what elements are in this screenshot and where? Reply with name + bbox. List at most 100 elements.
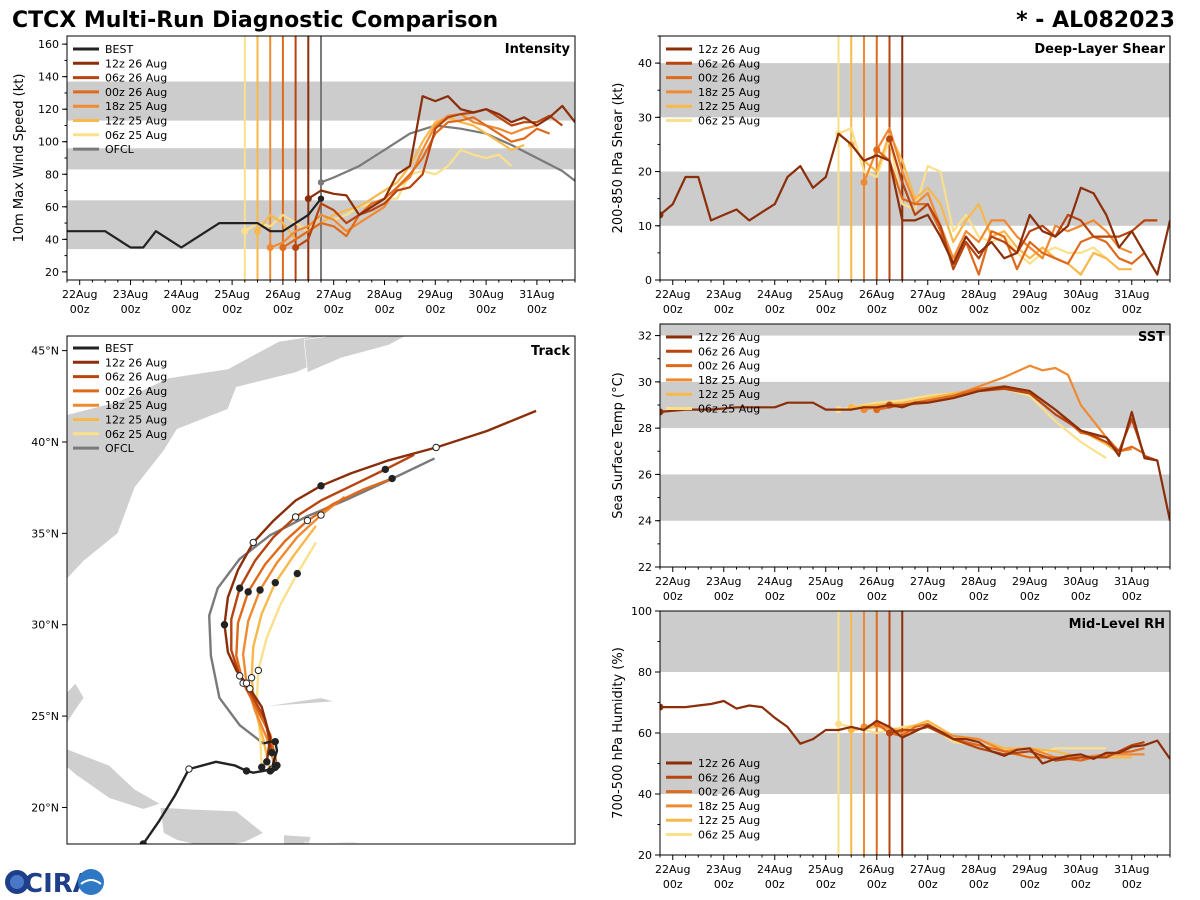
sst-xtick-label-line: 00z [1071, 590, 1091, 603]
sst-xtick-label: 27Aug 00z [910, 575, 945, 603]
track-position-marker [268, 748, 276, 757]
sst-xtick-label-line: 23Aug [706, 575, 741, 588]
shear-xtick-label-line: 25Aug [808, 288, 843, 301]
intensity-xtick-label: 31Aug 00z [519, 288, 554, 316]
shear-xtick-label-line: 28Aug [961, 288, 996, 301]
shear-xtick-label-line: 24Aug [757, 288, 792, 301]
intensity-xtick-label-line: 00z [70, 303, 90, 316]
rh-xtick-label: 27Aug 00z [910, 863, 945, 891]
intensity-xtick-label: 27Aug 00z [316, 288, 351, 316]
intensity-xtick-label-line: 00z [425, 303, 445, 316]
shear-series-start-00z-26-aug [873, 146, 881, 154]
intensity-series-00z-26-aug [282, 116, 550, 249]
intensity-xtick-label-line: 24Aug [164, 288, 199, 301]
sst-xtick-label-line: 00z [918, 590, 938, 603]
track-map-area [67, 336, 575, 844]
rh-ylabel: 700-500 hPa Humidity (%) [611, 647, 626, 819]
intensity-ytick-label: 40 [45, 233, 59, 246]
rh-legend-label: 12z 25 Aug [698, 814, 760, 827]
intensity-series-best [67, 198, 322, 249]
track-land [67, 336, 390, 580]
track-series-ofcl [207, 457, 436, 745]
track-position-marker [185, 765, 193, 773]
track-legend-label: 12z 25 Aug [105, 414, 167, 427]
intensity-xtick-label: 24Aug 00z [164, 288, 199, 316]
track-position-marker [242, 679, 251, 687]
shear-series-start-12z-26-aug [660, 211, 664, 219]
rh-xtick-label-line: 00z [867, 878, 887, 891]
track-land [159, 807, 264, 844]
intensity-xtick-label-line: 28Aug [367, 288, 402, 301]
track-land [259, 697, 335, 708]
track-position-marker [317, 482, 325, 490]
sst-legend-label: 12z 25 Aug [698, 388, 760, 401]
sst-xtick-label-line: 26Aug [859, 575, 894, 588]
shear-legend-label: 06z 25 Aug [698, 115, 760, 128]
intensity-series-start-12z-25-aug [254, 227, 261, 235]
track-position-marker [317, 511, 325, 519]
track-position-marker [246, 684, 254, 693]
track-position-marker [256, 586, 264, 594]
track-position-marker [303, 516, 312, 525]
page-title: CTCX Multi-Run Diagnostic Comparison [12, 8, 498, 33]
intensity-legend-label: 12z 26 Aug [105, 57, 167, 70]
sst-band [660, 381, 1170, 429]
shear-ytick-label: 40 [638, 57, 652, 70]
track-frame [66, 335, 576, 845]
track-position-marker [388, 474, 396, 483]
shear-xtick-label-line: 29Aug [1012, 288, 1047, 301]
rh-ytick-label: 20 [638, 849, 652, 862]
shear-ylabel: 200-850 hPa Shear (kt) [611, 83, 626, 234]
shear-xtick-label: 27Aug 00z [910, 288, 945, 316]
intensity-ylabel: 10m Max Wind Speed (kt) [12, 74, 27, 243]
shear-xtick-label-line: 27Aug [910, 288, 945, 301]
track-position-marker [247, 674, 256, 682]
sst-xtick-label: 25Aug 00z [808, 575, 843, 603]
cira-logo-globe-inner-icon [10, 875, 24, 889]
intensity-legend-label: OFCL [105, 143, 135, 156]
shear-xtick-label: 29Aug 00z [1012, 288, 1047, 316]
track-position-marker [242, 767, 251, 775]
sst-xtick-label: 28Aug 00z [961, 575, 996, 603]
intensity-xtick-label: 30Aug 00z [468, 288, 503, 316]
sst-ytick-label: 24 [638, 515, 652, 528]
shear-xtick-label: 26Aug 00z [859, 288, 894, 316]
rh-xtick-label-line: 24Aug [757, 863, 792, 876]
shear-legend-label: 00z 26 Aug [698, 72, 760, 85]
intensity-xtick-label-line: 23Aug [113, 288, 148, 301]
shear-legend-label: 12z 25 Aug [698, 100, 760, 113]
sst-xtick-label-line: 29Aug [1012, 575, 1047, 588]
sst-xtick-label-line: 00z [663, 590, 683, 603]
sst-legend-label: 06z 25 Aug [698, 403, 760, 416]
sst-xtick-label: 29Aug 00z [1012, 575, 1047, 603]
rh-xtick-label-line: 00z [1071, 878, 1091, 891]
track-land [67, 682, 85, 724]
intensity-ytick-label: 60 [45, 201, 59, 214]
track-position-marker [249, 538, 257, 547]
rh-band [660, 733, 1170, 794]
track-position-marker [271, 737, 279, 746]
intensity-series-start-18z-25-aug [266, 243, 274, 251]
track-series-06z-26-aug [230, 453, 415, 753]
sst-ytick-label: 32 [638, 330, 652, 343]
rh-legend-label: 18z 25 Aug [698, 800, 760, 813]
rh-series-start-06z-25-aug [835, 720, 842, 728]
track-position-marker [236, 584, 244, 592]
intensity-series-start-06z-25-aug [241, 227, 249, 235]
intensity-ofcl-start-marker [317, 179, 325, 186]
cira-logo-wave-icon [80, 879, 102, 885]
shear-ytick-label: 30 [638, 111, 652, 124]
intensity-xtick-label: 28Aug 00z [367, 288, 402, 316]
intensity-legend-label: 06z 25 Aug [105, 129, 167, 142]
sst-legend-label: 12z 26 Aug [698, 331, 760, 344]
intensity-xtick-label: 22Aug 00z [62, 288, 97, 316]
sst-xtick-label-line: 00z [765, 590, 785, 603]
shear-xtick-label-line: 31Aug [1114, 288, 1149, 301]
sst-xtick-label: 22Aug 00z [655, 575, 690, 603]
intensity-xtick-label-line: 25Aug [214, 288, 249, 301]
rh-ytick-label: 60 [638, 727, 652, 740]
shear-xtick-label: 22Aug 00z [655, 288, 690, 316]
shear-xtick-label: 23Aug 00z [706, 288, 741, 316]
